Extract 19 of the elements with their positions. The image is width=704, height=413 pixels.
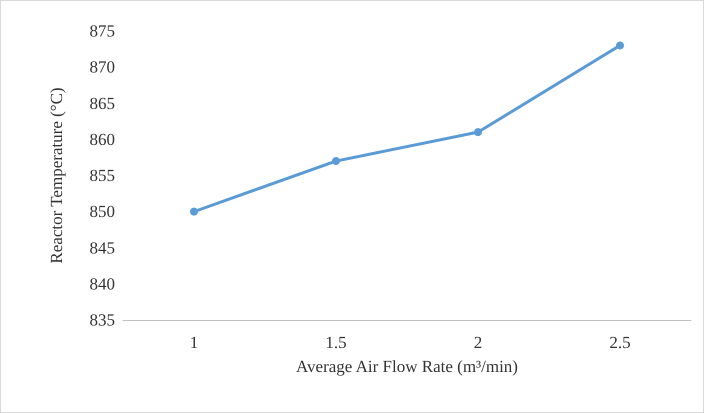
y-axis-title: Reactor Temperature (°C) xyxy=(47,87,66,264)
y-tick-label: 845 xyxy=(90,238,115,258)
x-axis-title: Average Air Flow Rate (m³/min) xyxy=(296,357,518,376)
x-tick-label: 2 xyxy=(474,333,482,352)
point xyxy=(616,41,624,50)
x-tick-label: 2.5 xyxy=(609,333,631,352)
point xyxy=(474,128,482,136)
y-tick-label: 860 xyxy=(90,130,115,149)
y-tick-label: 855 xyxy=(90,166,115,185)
y-tick-label: 865 xyxy=(90,94,115,113)
y-tick-label: 850 xyxy=(90,202,115,222)
x-tick-label: 1 xyxy=(190,333,198,352)
point xyxy=(332,157,340,166)
x-tick-label: 1.5 xyxy=(325,333,347,352)
y-tick-label: 835 xyxy=(90,310,115,330)
y-tick-label: 875 xyxy=(90,22,115,40)
y-tick-label: 840 xyxy=(90,274,115,294)
y-tick-label: 870 xyxy=(90,58,115,77)
point xyxy=(190,208,198,216)
